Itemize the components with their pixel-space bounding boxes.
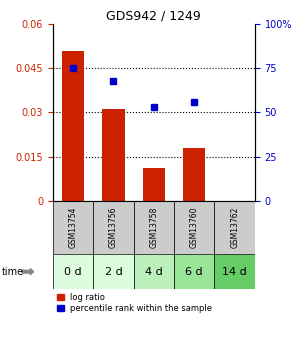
Bar: [93, 254, 134, 289]
Text: GSM13758: GSM13758: [149, 207, 158, 248]
Text: 14 d: 14 d: [222, 267, 247, 277]
Legend: log ratio, percentile rank within the sample: log ratio, percentile rank within the sa…: [57, 293, 212, 313]
Text: 4 d: 4 d: [145, 267, 163, 277]
Text: time: time: [1, 267, 24, 277]
Bar: [143, 168, 165, 201]
Text: GSM13756: GSM13756: [109, 207, 118, 248]
Bar: [53, 254, 93, 289]
Text: GSM13762: GSM13762: [230, 207, 239, 248]
Bar: [62, 51, 84, 201]
Bar: [214, 254, 255, 289]
Text: GSM13760: GSM13760: [190, 207, 199, 248]
Bar: [183, 148, 205, 201]
Title: GDS942 / 1249: GDS942 / 1249: [106, 10, 201, 23]
Text: 0 d: 0 d: [64, 267, 82, 277]
Text: 2 d: 2 d: [105, 267, 122, 277]
Bar: [53, 201, 93, 254]
Bar: [174, 254, 214, 289]
Bar: [102, 109, 125, 201]
Text: 6 d: 6 d: [185, 267, 203, 277]
Bar: [214, 201, 255, 254]
Bar: [93, 201, 134, 254]
Bar: [174, 201, 214, 254]
Bar: [134, 254, 174, 289]
Text: GSM13754: GSM13754: [69, 207, 77, 248]
Bar: [134, 201, 174, 254]
